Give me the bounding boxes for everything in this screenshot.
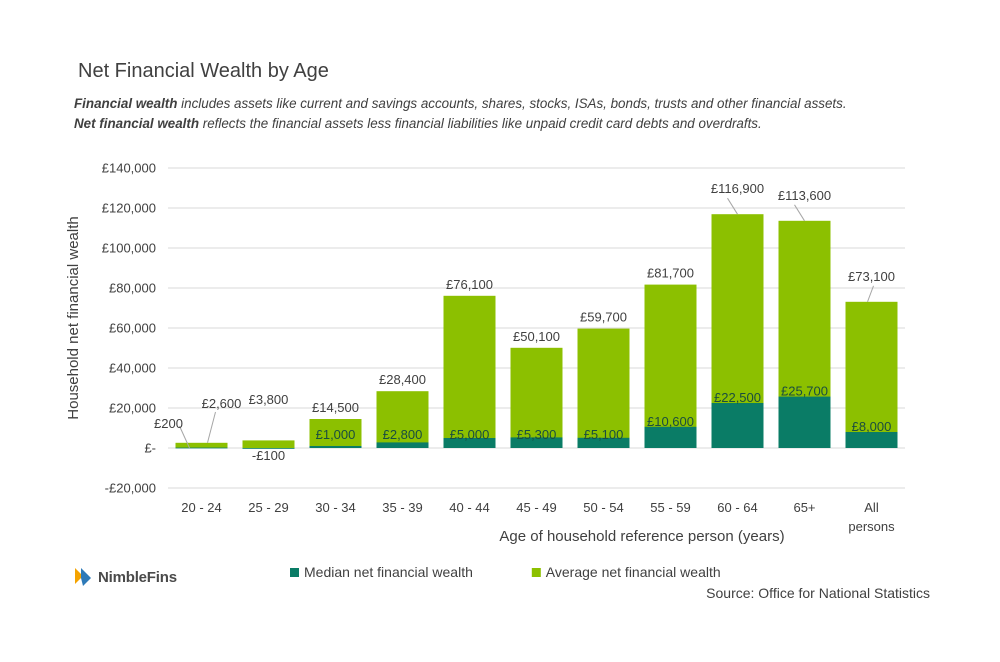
bar-median: [175, 447, 228, 449]
y-tick-label: -£20,000: [105, 481, 156, 496]
bar-median: [443, 438, 496, 448]
y-tick-label: £100,000: [102, 241, 156, 256]
bar-average: [175, 442, 228, 448]
x-tick-label: 65+: [793, 500, 815, 515]
bar-average: [443, 295, 496, 448]
bar-median: [845, 432, 898, 448]
bar-average: [845, 301, 898, 448]
data-label-median: £1,000: [316, 427, 356, 442]
description-line-1: Financial wealth includes assets like cu…: [74, 96, 847, 111]
bar-median: [242, 448, 295, 449]
x-tick-label: 20 - 24: [181, 500, 221, 515]
description-term-1: Financial wealth: [74, 96, 178, 111]
bar-median: [778, 396, 831, 448]
data-label-average: £59,700: [580, 310, 627, 325]
x-tick-label: All: [864, 500, 879, 515]
chart-title: Net Financial Wealth by Age: [78, 60, 329, 82]
data-label-average: £50,100: [513, 329, 560, 344]
legend-label-average: Average net financial wealth: [546, 564, 721, 580]
bar-median: [577, 437, 630, 448]
legend-label-median: Median net financial wealth: [304, 564, 473, 580]
data-label-average: £73,100: [848, 269, 895, 284]
bar-median: [711, 403, 764, 448]
bar-average: [242, 440, 295, 448]
x-tick-label: 35 - 39: [382, 500, 422, 515]
bar-average: [577, 328, 630, 448]
bar-average: [510, 347, 563, 448]
y-tick-label: £40,000: [109, 361, 156, 376]
x-tick-label: 30 - 34: [315, 500, 355, 515]
legend-swatch-average: [531, 568, 541, 577]
source-note: Source: Office for National Statistics: [706, 585, 930, 601]
bar-average: [376, 391, 429, 448]
legend-swatch-median: [290, 568, 299, 577]
data-label-median: £8,000: [852, 419, 892, 434]
x-tick-label: persons: [848, 519, 895, 534]
leader-line: [867, 285, 874, 302]
data-label-median: £2,800: [383, 427, 423, 442]
x-axis-title: Age of household reference person (years…: [499, 528, 784, 545]
data-label-average: £116,900: [711, 181, 764, 196]
data-label-median: £200: [154, 416, 183, 431]
leader-line: [179, 425, 190, 449]
data-label-average: £3,800: [249, 392, 289, 407]
nimblefins-logo: NimbleFins: [72, 566, 177, 588]
data-label-median: £5,300: [517, 427, 557, 442]
description-line-2: Net financial wealth reflects the financ…: [74, 116, 762, 131]
nimblefins-logo-icon: [75, 568, 91, 586]
x-tick-label: 60 - 64: [717, 500, 757, 515]
data-label-average: £28,400: [379, 372, 426, 387]
bar-average: [644, 284, 697, 448]
y-axis-title: Household net financial wealth: [65, 216, 82, 419]
data-label-median: £5,100: [584, 427, 624, 442]
x-tick-label: 50 - 54: [583, 500, 623, 515]
description-text-1: includes assets like current and savings…: [177, 96, 847, 111]
data-label-average: £113,600: [778, 188, 831, 203]
y-tick-label: £80,000: [109, 281, 156, 296]
data-label-median: £25,700: [781, 384, 828, 399]
leader-line: [207, 411, 216, 443]
bar-median: [309, 446, 362, 448]
description-term-2: Net financial wealth: [74, 116, 200, 131]
description-text-2: reflects the financial assets less finan…: [199, 116, 762, 131]
data-label-average: £2,600: [202, 396, 242, 411]
bar-average: [309, 419, 362, 448]
leader-line: [794, 204, 805, 222]
data-label-median: £5,000: [450, 427, 490, 442]
x-tick-label: 25 - 29: [248, 500, 288, 515]
data-label-median: -£100: [252, 448, 285, 463]
bar-median: [376, 442, 429, 448]
y-tick-label: £20,000: [109, 401, 156, 416]
y-tick-label: £-: [144, 441, 156, 456]
logo-text: NimbleFins: [98, 568, 177, 586]
x-tick-label: 55 - 59: [650, 500, 690, 515]
y-tick-label: £60,000: [109, 321, 156, 336]
data-label-average: £76,100: [446, 277, 493, 292]
x-tick-label: 45 - 49: [516, 500, 556, 515]
x-tick-label: 40 - 44: [449, 500, 489, 515]
y-tick-label: £140,000: [102, 161, 156, 176]
data-label-average: £14,500: [312, 400, 359, 415]
y-tick-label: £120,000: [102, 201, 156, 216]
leader-line: [727, 197, 738, 215]
data-label-median: £22,500: [714, 390, 761, 405]
bar-median: [510, 437, 563, 448]
data-label-median: £10,600: [647, 414, 694, 429]
data-label-average: £81,700: [647, 266, 694, 281]
bar-median: [644, 426, 697, 448]
